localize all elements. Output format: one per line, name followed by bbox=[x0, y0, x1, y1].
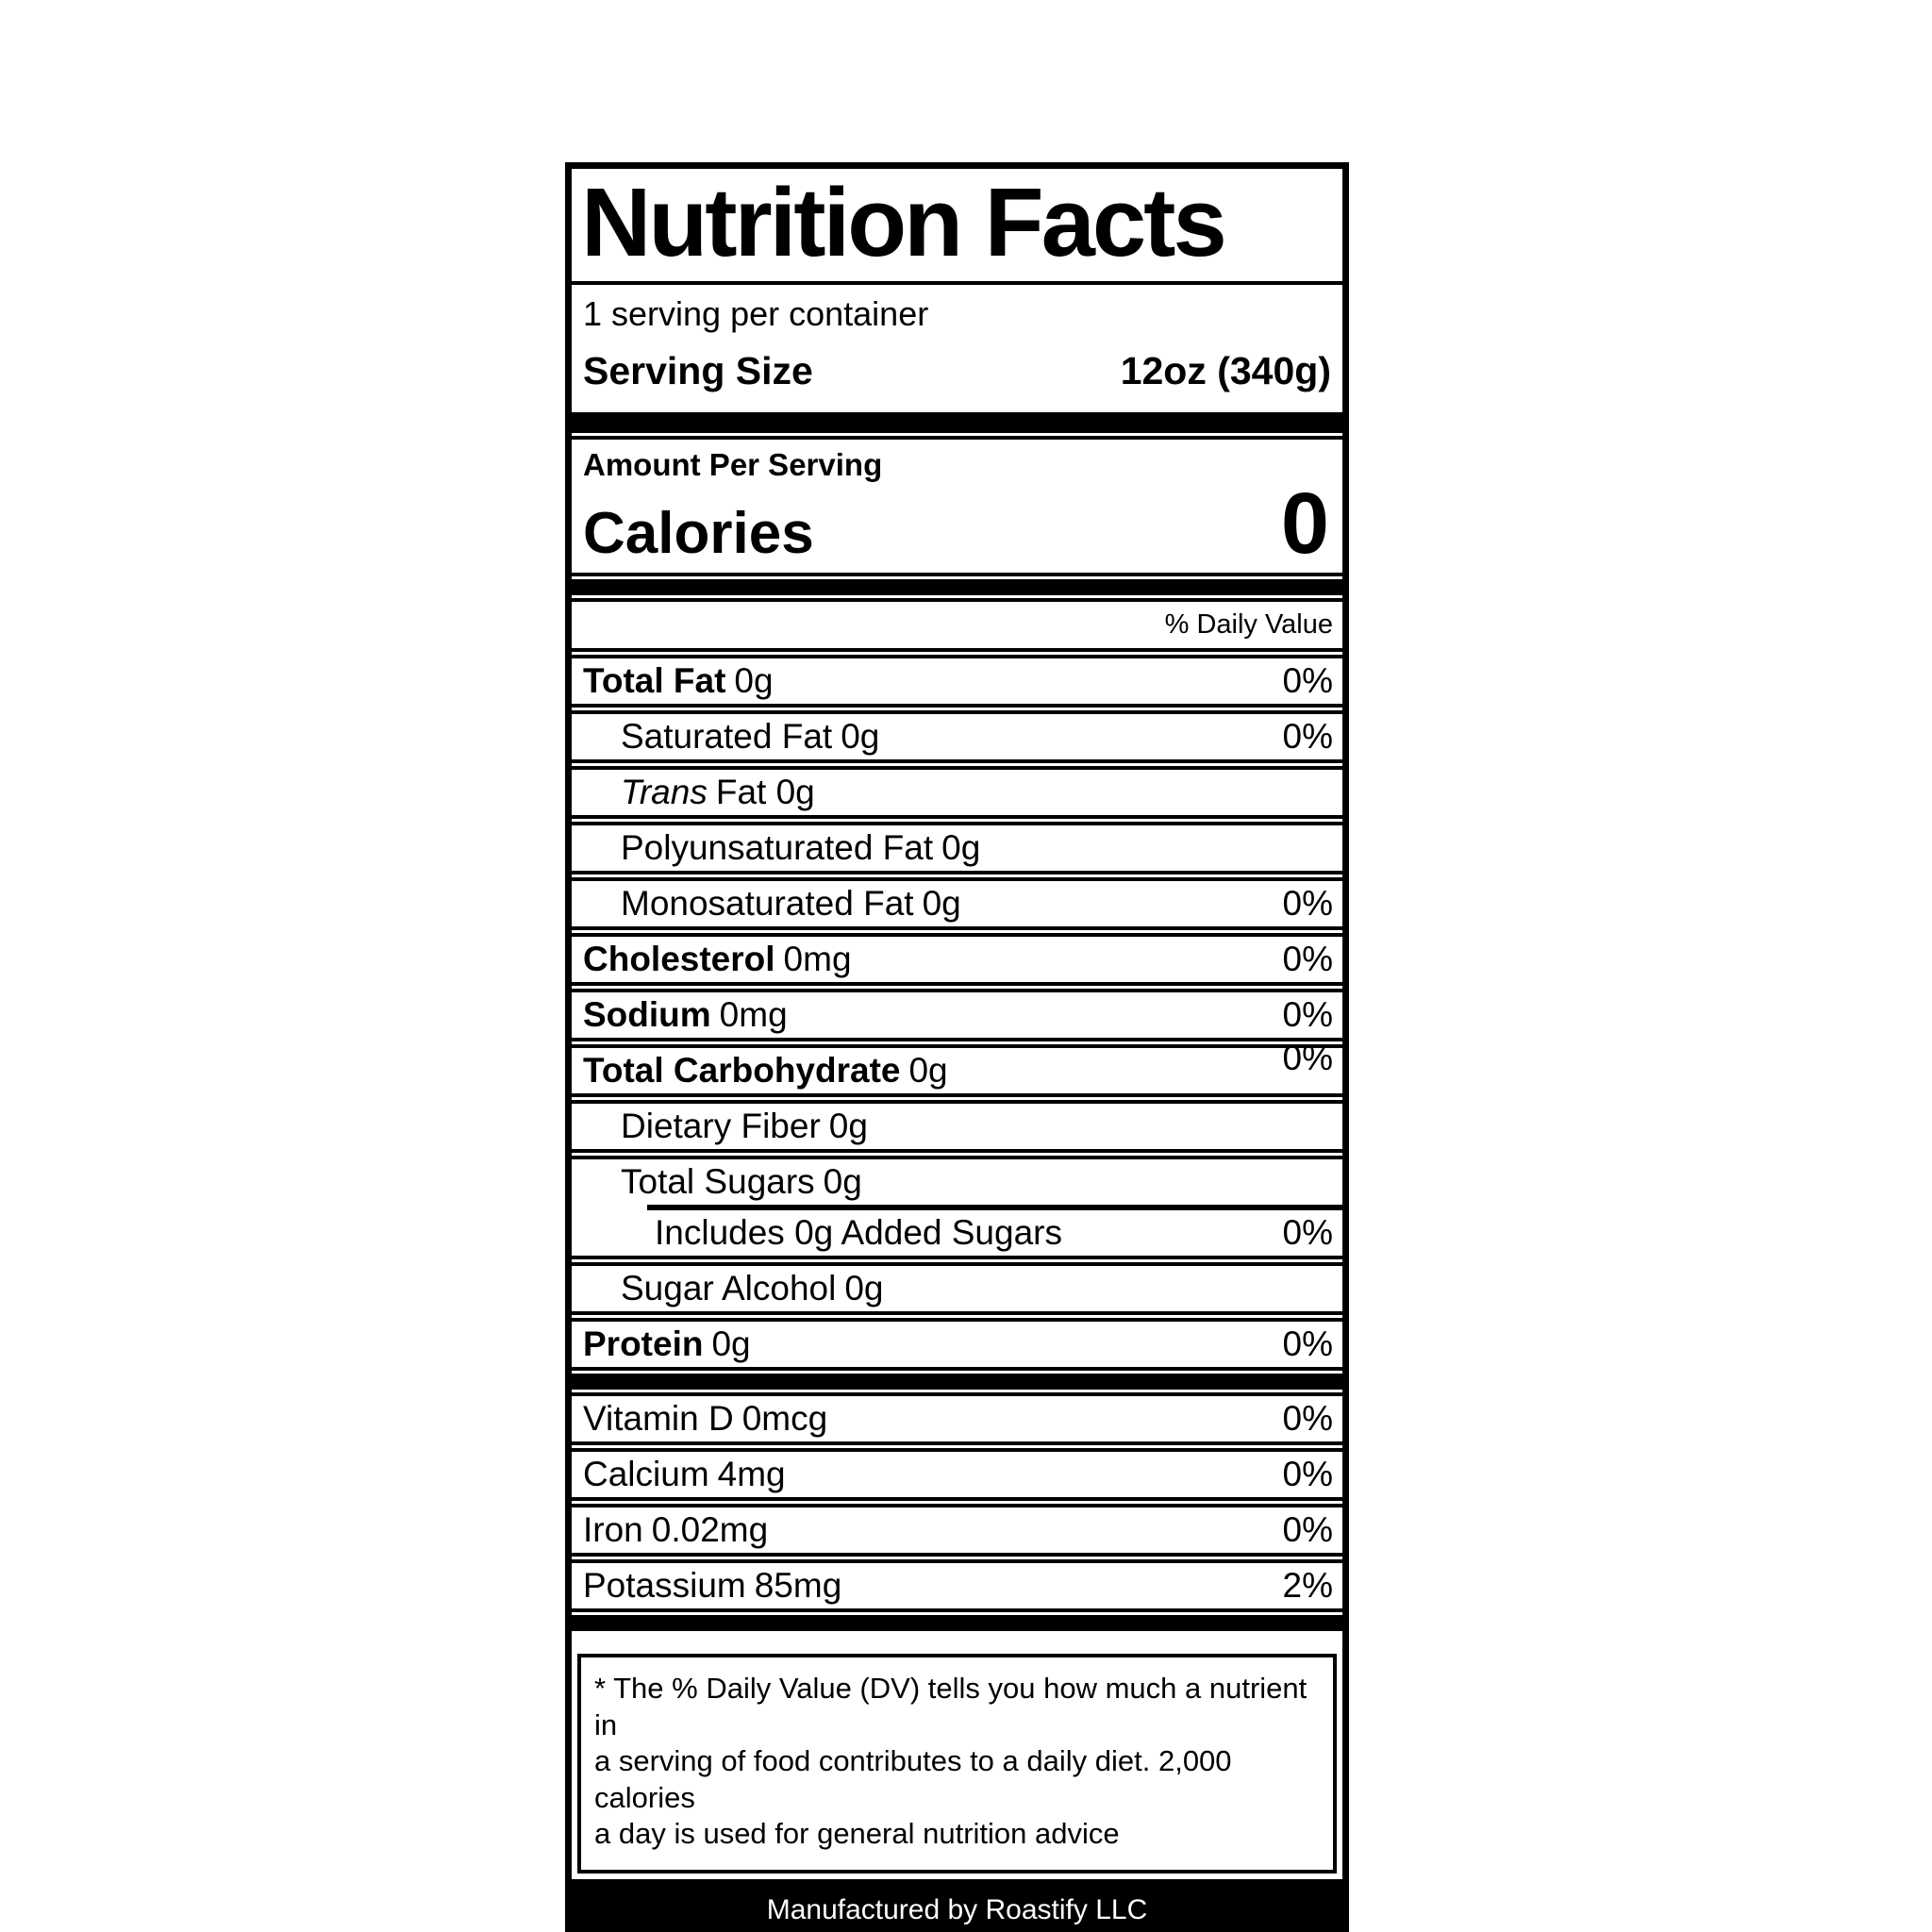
nutrient-daily-value: 0% bbox=[1282, 1455, 1333, 1494]
nutrient-daily-value: 0% bbox=[1282, 661, 1333, 701]
nutrient-amount: 0g bbox=[711, 1324, 751, 1364]
nutrient-amount: 0g bbox=[908, 1051, 948, 1091]
nutrient-daily-value: 0% bbox=[1282, 1399, 1333, 1439]
nutrient-daily-value: 0% bbox=[1282, 1213, 1333, 1253]
nutrient-name: Dietary Fiber bbox=[621, 1107, 821, 1146]
nutrient-daily-value: 0% bbox=[1282, 717, 1333, 757]
calories-label: Calories bbox=[583, 501, 814, 567]
nutrient-name: Vitamin D bbox=[583, 1399, 734, 1439]
nutrient-name: Monosaturated Fat bbox=[621, 884, 914, 924]
calories-section: Amount Per Serving Calories 0 bbox=[572, 436, 1342, 577]
nutrient-amount: 0g bbox=[941, 828, 981, 868]
dv-footnote: * The % Daily Value (DV) tells you how m… bbox=[577, 1654, 1337, 1874]
nutrient-name: Includes 0g Added Sugars bbox=[655, 1213, 1062, 1253]
nutrient-amount: Fat 0g bbox=[715, 773, 815, 812]
row-monosaturated-fat: Monosaturated Fat 0g 0% bbox=[572, 877, 1342, 931]
label-title: Nutrition Facts bbox=[581, 168, 1227, 276]
nutrient-name: Sodium bbox=[583, 995, 711, 1035]
footer-line: Bend, OR 97703 bbox=[581, 1928, 1333, 1932]
nutrient-amount: 85mg bbox=[754, 1566, 842, 1606]
nutrient-amount: 0mg bbox=[783, 940, 852, 979]
nutrient-name: Cholesterol bbox=[583, 940, 775, 979]
calories-row: Calories 0 bbox=[583, 475, 1329, 573]
nutrient-daily-value: 0% bbox=[1282, 940, 1333, 979]
nutrient-name: Iron bbox=[583, 1510, 643, 1550]
nutrient-amount: 0g bbox=[922, 884, 961, 924]
footnote-line: a day is used for general nutrition advi… bbox=[594, 1817, 1120, 1851]
added-sugars-indent-rule bbox=[647, 1205, 1342, 1211]
thick-separator-bar bbox=[572, 579, 1342, 596]
row-total-fat: Total Fat 0g 0% bbox=[572, 655, 1342, 708]
nutrient-daily-value: 0% bbox=[1282, 1324, 1333, 1364]
nutrient-name: Calcium bbox=[583, 1455, 709, 1494]
nutrient-daily-value: 0% bbox=[1282, 995, 1333, 1035]
nutrient-amount: 0mg bbox=[719, 995, 788, 1035]
nutrient-amount: 0g bbox=[823, 1162, 862, 1202]
nutrient-amount: 0g bbox=[734, 661, 774, 701]
footnote-line: a serving of food contributes to a daily… bbox=[594, 1744, 1232, 1814]
label-title-section: Nutrition Facts bbox=[572, 168, 1342, 286]
nutrient-name: Total Sugars bbox=[621, 1162, 815, 1202]
amount-per-serving-label: Amount Per Serving bbox=[583, 447, 883, 483]
row-dietary-fiber: Dietary Fiber 0g bbox=[572, 1100, 1342, 1154]
footer-line: Manufactured by Roastify LLC bbox=[766, 1893, 1148, 1925]
manufacturer-info: Manufactured by Roastify LLC Bend, OR 97… bbox=[572, 1878, 1342, 1932]
row-potassium: Potassium 85mg 2% bbox=[572, 1559, 1342, 1613]
serving-size-row: Serving Size 12oz (340g) bbox=[583, 349, 1331, 393]
calories-value: 0 bbox=[1280, 475, 1329, 573]
thick-separator-bar bbox=[572, 412, 1342, 434]
row-cholesterol: Cholesterol 0mg 0% bbox=[572, 933, 1342, 987]
footnote-line: * The % Daily Value (DV) tells you how m… bbox=[594, 1672, 1307, 1741]
nutrient-daily-value: 0% bbox=[1282, 884, 1333, 924]
row-total-carbohydrate: Total Carbohydrate 0g 0% bbox=[572, 1039, 1342, 1098]
daily-value-header: % Daily Value bbox=[572, 598, 1342, 653]
nutrient-amount: 0g bbox=[828, 1107, 868, 1146]
nutrient-daily-value: 0% bbox=[1282, 1510, 1333, 1550]
row-iron: Iron 0.02mg 0% bbox=[572, 1504, 1342, 1557]
row-saturated-fat: Saturated Fat 0g 0% bbox=[572, 710, 1342, 764]
row-vitamin-d: Vitamin D 0mcg 0% bbox=[572, 1392, 1342, 1446]
row-trans-fat: Trans Fat 0g bbox=[572, 766, 1342, 820]
serving-section: 1 serving per container Serving Size 12o… bbox=[572, 285, 1342, 408]
nutrient-daily-value: 0% bbox=[1282, 1039, 1333, 1078]
nutrient-amount: 0.02mg bbox=[651, 1510, 769, 1550]
nutrient-name: Total Fat bbox=[583, 661, 726, 701]
thick-separator-bar bbox=[572, 1615, 1342, 1632]
nutrient-name: Sugar Alcohol bbox=[621, 1269, 837, 1308]
nutrient-name: Trans bbox=[621, 773, 708, 812]
nutrient-amount: 0mcg bbox=[741, 1399, 828, 1439]
nutrient-daily-value: 2% bbox=[1282, 1566, 1333, 1606]
nutrient-amount: 0g bbox=[844, 1269, 884, 1308]
row-total-sugars: Total Sugars 0g bbox=[572, 1156, 1342, 1205]
nutrient-name: Polyunsaturated Fat bbox=[621, 828, 934, 868]
nutrient-name: Saturated Fat bbox=[621, 717, 833, 757]
nutrient-name: Protein bbox=[583, 1324, 704, 1364]
nutrient-amount: 4mg bbox=[717, 1455, 786, 1494]
row-added-sugars: Includes 0g Added Sugars 0% bbox=[572, 1210, 1342, 1260]
serving-size-value: 12oz (340g) bbox=[1120, 349, 1331, 393]
nutrient-name: Total Carbohydrate bbox=[583, 1051, 901, 1091]
row-sodium: Sodium 0mg 0% bbox=[572, 989, 1342, 1042]
row-calcium: Calcium 4mg 0% bbox=[572, 1448, 1342, 1502]
serving-size-label: Serving Size bbox=[583, 349, 813, 393]
row-sugar-alcohol: Sugar Alcohol 0g bbox=[572, 1262, 1342, 1316]
nutrient-amount: 0g bbox=[841, 717, 880, 757]
thick-separator-bar bbox=[572, 1374, 1342, 1391]
servings-per-container: 1 serving per container bbox=[583, 294, 929, 334]
nutrient-name: Potassium bbox=[583, 1566, 746, 1606]
row-polyunsaturated-fat: Polyunsaturated Fat 0g bbox=[572, 822, 1342, 875]
nutrition-facts-label: Nutrition Facts 1 serving per container … bbox=[565, 162, 1349, 1932]
row-protein: Protein 0g 0% bbox=[572, 1318, 1342, 1372]
